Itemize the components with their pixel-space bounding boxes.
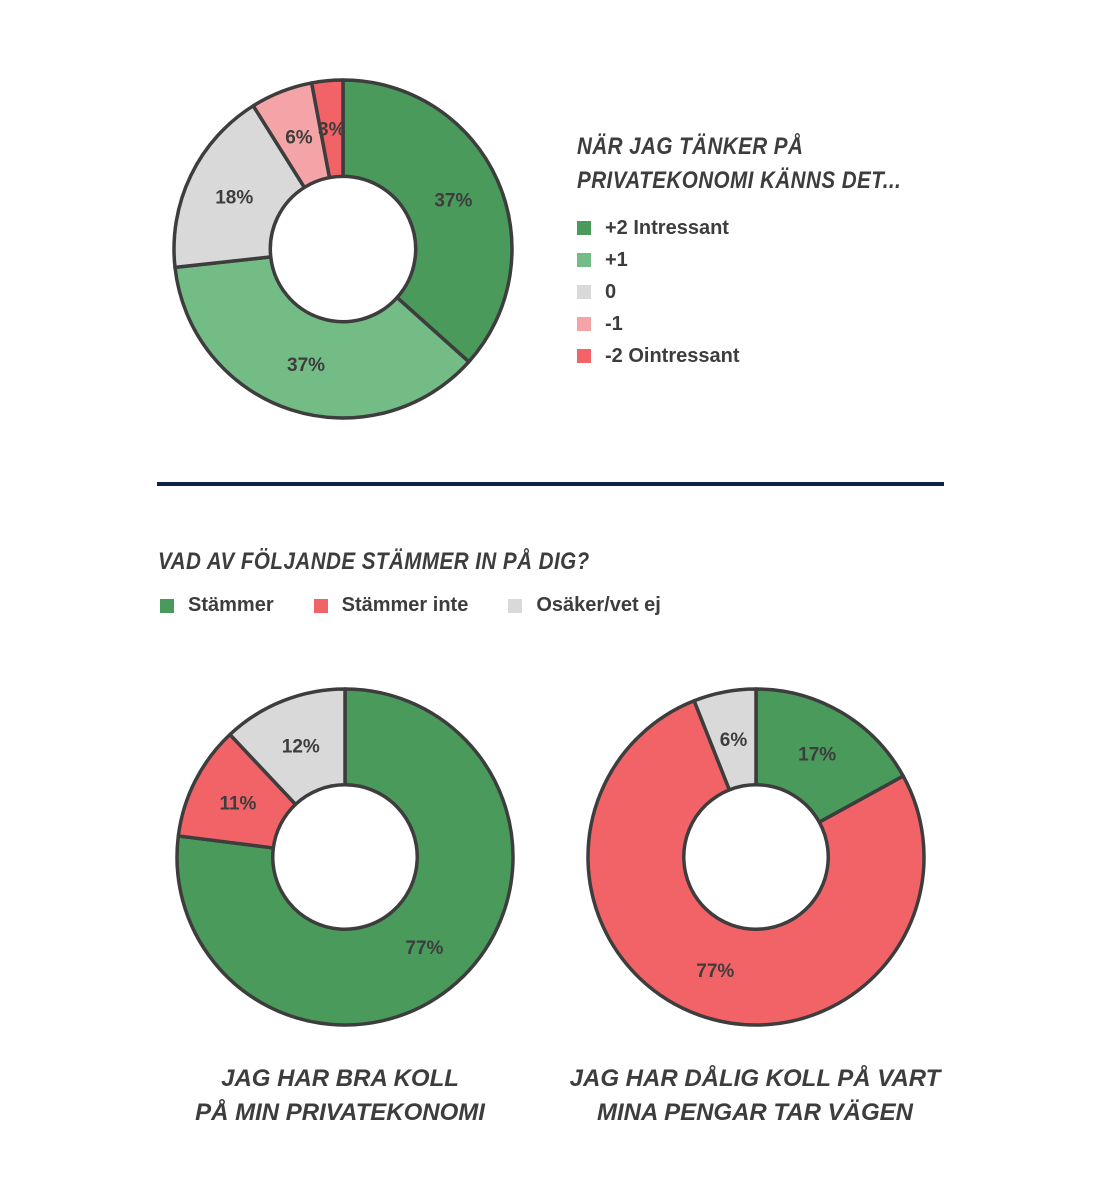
legend-swatch <box>577 317 591 331</box>
donut-slice <box>586 699 926 1027</box>
slice-data-label: 6% <box>720 730 748 751</box>
legend-label: +1 <box>605 248 628 271</box>
caption-poor-control-line2: mina pengar tar vägen <box>596 1099 913 1126</box>
legend-swatch <box>313 598 328 613</box>
slice-data-label: 37% <box>434 191 472 212</box>
legend-swatch <box>577 221 591 235</box>
legend-statements: Stämmer Stämmer inte Osäker/vet ej <box>160 594 701 617</box>
chart-title-feelings: När jag tänker på privatekonomi känns de… <box>577 130 901 198</box>
caption-good-control-line2: på min privatekonomi <box>195 1099 485 1126</box>
caption-poor-control: Jag har dålig koll på vart mina pengar t… <box>550 1062 960 1130</box>
slice-data-label: 18% <box>215 187 253 208</box>
donut-slice <box>172 104 307 270</box>
legend-item-osaker: Osäker/vet ej <box>508 594 661 617</box>
section-title-statements: Vad av följande stämmer in på dig? <box>158 548 590 575</box>
donut-chart-poor-control-svg: 17% 77% 6% <box>586 687 926 1027</box>
legend-label: Stämmer <box>188 594 274 616</box>
legend-item-plus1: +1 <box>577 244 739 276</box>
legend-swatch <box>577 253 591 267</box>
legend-label: Stämmer inte <box>341 594 469 616</box>
legend-item-minus1: -1 <box>577 308 739 340</box>
legend-label: -2 Ointressant <box>605 344 740 367</box>
legend-swatch <box>577 349 591 363</box>
donut-slice <box>692 687 758 792</box>
legend-label: 0 <box>605 280 617 303</box>
donut-slice <box>754 687 905 824</box>
legend-item-minus2: -2 Ointressant <box>577 340 739 372</box>
chart-title-feelings-line2: privatekonomi känns det... <box>577 167 902 194</box>
legend-label: +2 Intressant <box>605 216 729 239</box>
slice-data-label: 3% <box>318 120 346 141</box>
legend-item-stammer-inte: Stämmer inte <box>313 594 469 617</box>
donut-chart-good-control: 77% 11% 12% <box>175 687 515 1027</box>
legend-item-zero: 0 <box>577 276 739 308</box>
slice-data-label: 37% <box>287 355 325 376</box>
caption-good-control: Jag har bra koll på min privatekonomi <box>140 1062 540 1130</box>
caption-poor-control-line1: Jag har dålig koll på vart <box>569 1065 941 1092</box>
caption-good-control-line1: Jag har bra koll <box>221 1065 459 1092</box>
donut-chart-good-control-svg: 77% 11% 12% <box>175 687 515 1027</box>
donut-chart-feelings: 37% 37% 18% 6% 3% <box>172 78 514 420</box>
slice-data-label: 12% <box>282 736 320 757</box>
slice-data-label: 77% <box>696 961 734 982</box>
donut-slice <box>173 255 471 420</box>
slice-data-label: 17% <box>798 745 836 766</box>
slice-data-label: 77% <box>405 938 443 959</box>
legend-swatch <box>577 285 591 299</box>
donut-slice <box>309 78 345 180</box>
slice-data-label: 11% <box>219 793 256 814</box>
legend-item-stammer: Stämmer <box>160 594 274 617</box>
legend-label: -1 <box>605 312 623 335</box>
slice-data-label: 6% <box>285 127 313 148</box>
legend-swatch <box>508 598 523 613</box>
donut-chart-poor-control: 17% 77% 6% <box>586 687 926 1027</box>
legend-item-plus2: +2 Intressant <box>577 212 739 244</box>
donut-slice <box>228 687 347 807</box>
donut-chart-feelings-svg: 37% 37% 18% 6% 3% <box>172 78 514 420</box>
legend-label: Osäker/vet ej <box>536 594 661 616</box>
chart-title-feelings-line1: När jag tänker på <box>577 133 804 160</box>
donut-slice <box>341 78 514 364</box>
donut-slice <box>175 687 515 1027</box>
legend-swatch <box>160 598 174 613</box>
section-divider <box>157 482 944 486</box>
legend-feelings: +2 Intressant +1 0 -1 -2 Ointressant <box>577 212 739 372</box>
